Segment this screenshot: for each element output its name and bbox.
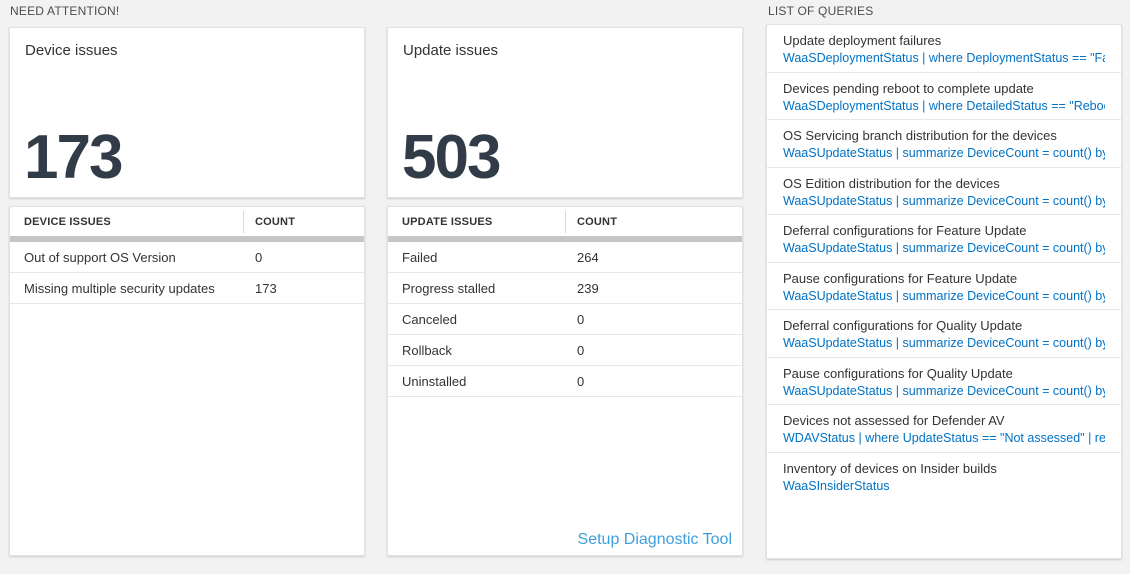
query-title: OS Edition distribution for the devices [783,175,1000,191]
table-row[interactable]: Missing multiple security updates 173 [10,273,364,304]
query-item[interactable]: OS Servicing branch distribution for the… [767,120,1121,168]
table-row[interactable]: Out of support OS Version 0 [10,242,364,273]
table-scrollbar[interactable] [10,236,364,242]
query-item[interactable]: Inventory of devices on Insider builds W… [767,453,1121,501]
query-code-link: WDAVStatus | where UpdateStatus == "Not … [783,431,1105,445]
device-issues-title: Device issues [25,42,118,59]
query-item[interactable]: Devices not assessed for Defender AV WDA… [767,405,1121,453]
issue-label: Failed [402,249,438,265]
device-issues-col-header: DEVICE ISSUES [10,210,244,233]
table-row[interactable]: Canceled 0 [388,304,742,335]
issue-count: 0 [577,311,585,327]
issue-count: 239 [577,280,599,296]
issue-label: Uninstalled [402,373,467,389]
count-col-header: COUNT [255,215,296,228]
table-row[interactable]: Failed 264 [388,242,742,273]
query-code-link: WaaSUpdateStatus | summarize DeviceCount… [783,241,1105,255]
issue-label: Out of support OS Version [24,249,176,265]
issue-count: 0 [255,249,263,265]
count-col-header: COUNT [577,215,618,228]
query-code-link: WaaSUpdateStatus | summarize DeviceCount… [783,383,1105,398]
issue-label: Progress stalled [402,280,496,296]
issue-count: 173 [255,280,277,296]
query-code-link: WaaSUpdateStatus | summarize DeviceCount… [783,336,1105,350]
device-issues-table-card: DEVICE ISSUES COUNT Out of support OS Ve… [9,206,365,556]
query-item[interactable]: Deferral configurations for Quality Upda… [767,310,1121,358]
query-title: Deferral configurations for Quality Upda… [783,318,1023,333]
update-issues-tile[interactable]: Update issues 503 [387,27,743,198]
table-row[interactable]: Progress stalled 239 [388,273,742,304]
update-issues-col-header: UPDATE ISSUES [388,210,566,233]
update-issues-table-card: UPDATE ISSUES COUNT Failed 264 Progress … [387,206,743,556]
query-item[interactable]: Devices pending reboot to complete updat… [767,73,1121,120]
table-row[interactable]: Uninstalled 0 [388,366,742,397]
query-item[interactable]: Deferral configurations for Feature Upda… [767,215,1121,263]
query-title: Update deployment failures [783,33,942,48]
setup-diagnostic-tool-link[interactable]: Setup Diagnostic Tool [577,531,732,548]
query-title: Devices pending reboot to complete updat… [783,80,1034,96]
issue-count: 0 [577,373,585,389]
issue-count: 264 [577,249,599,265]
update-issues-title: Update issues [403,42,499,59]
query-title: Deferral configurations for Feature Upda… [783,223,1027,238]
issue-count: 0 [577,342,585,358]
issue-label: Canceled [402,311,457,327]
query-item[interactable]: Pause configurations for Quality Update … [767,358,1121,405]
need-attention-header: NEED ATTENTION! [10,4,120,18]
query-code-link: WaaSDeploymentStatus | where DeploymentS… [783,51,1105,65]
table-row[interactable]: Rollback 0 [388,335,742,366]
query-code-link: WaaSUpdateStatus | summarize DeviceCount… [783,146,1105,160]
issue-label: Rollback [402,342,452,358]
table-scrollbar[interactable] [388,236,742,242]
query-title: Inventory of devices on Insider builds [783,460,997,476]
device-issues-tile[interactable]: Device issues 173 [9,27,365,198]
query-code-link: WaaSDeploymentStatus | where DetailedSta… [783,98,1105,113]
issue-label: Missing multiple security updates [24,280,215,296]
query-code-link: WaaSUpdateStatus | summarize DeviceCount… [783,193,1105,208]
query-code-link: WaaSInsiderStatus [783,478,890,493]
query-list-card: Update deployment failures WaaSDeploymen… [766,24,1122,559]
query-title: Pause configurations for Quality Update [783,365,1013,381]
query-title: Pause configurations for Feature Update [783,270,1018,286]
query-code-link: WaaSUpdateStatus | summarize DeviceCount… [783,288,1105,303]
update-issues-count: 503 [402,123,501,192]
device-issues-table-header: DEVICE ISSUES COUNT [10,207,364,236]
update-issues-table-header: UPDATE ISSUES COUNT [388,207,742,236]
query-title: Devices not assessed for Defender AV [783,413,1005,428]
list-of-queries-header: LIST OF QUERIES [768,4,874,18]
query-item[interactable]: Pause configurations for Feature Update … [767,263,1121,310]
query-title: OS Servicing branch distribution for the… [783,128,1057,143]
device-issues-count: 173 [24,123,123,192]
query-item[interactable]: Update deployment failures WaaSDeploymen… [767,25,1121,73]
query-item[interactable]: OS Edition distribution for the devices … [767,168,1121,215]
